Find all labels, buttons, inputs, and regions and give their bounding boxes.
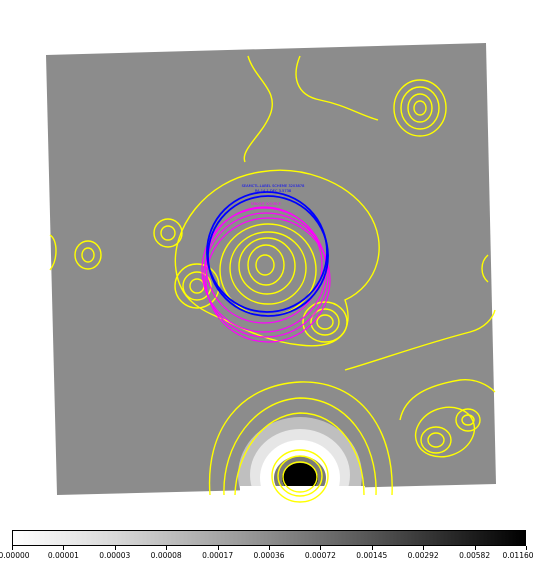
- contour-bright-1: [208, 381, 393, 496]
- colorbar-tick-mark: [166, 546, 168, 550]
- colorbar-tick-label: 0.00000: [0, 551, 30, 560]
- colorbar-tick-label: 0.00017: [202, 551, 234, 560]
- colorbar-tick-mark: [12, 546, 13, 550]
- colorbar-tick-label: 0.00001: [47, 551, 79, 560]
- colorbar-tick-label: 0.00582: [459, 551, 491, 560]
- contour-top-strand: [243, 55, 273, 163]
- contour-bright-3: [234, 412, 365, 496]
- blue-label-line2: RA 14.1 DEC 3.5738: [255, 189, 292, 193]
- colorbar-tick-mark: [114, 546, 116, 550]
- blue-label-line1: SEAMCTL-LABEL SCHEME 3203878: [242, 184, 305, 188]
- colorbar-tick-mark: [423, 546, 425, 550]
- blue-region-circles: [206, 191, 329, 317]
- colorbar-tick-mark: [371, 546, 373, 550]
- colorbar-tick-label: 0.00003: [99, 551, 131, 560]
- colorbar-tick-mark: [217, 546, 219, 550]
- contour-top-strand-2: [295, 55, 379, 121]
- contour-bright-2: [223, 397, 377, 496]
- colorbar-tick-label: 0.00292: [407, 551, 439, 560]
- colorbar: [12, 530, 526, 546]
- colorbar-tick-label: 0.00036: [253, 551, 285, 560]
- colorbar-tick-label: 0.00072: [304, 551, 336, 560]
- contour-right-lower: [399, 378, 496, 421]
- colorbar-tick-label: 0.01160: [502, 551, 534, 560]
- colorbar-tick-mark: [63, 546, 65, 550]
- colorbar-tick-mark: [269, 546, 270, 550]
- colorbar-tick-label: 0.00145: [356, 551, 388, 560]
- colorbar-tick-mark: [526, 546, 527, 550]
- colorbar-tick-mark: [474, 546, 476, 550]
- sky-image-panel: SEAMCTL-LABEL SCHEME 3203878 RA 14.1 DEC…: [46, 43, 496, 515]
- colorbar-tick-mark: [320, 546, 322, 550]
- magenta-label: BRIGHT SOURCE: [251, 202, 281, 206]
- colorbar-tick-label: 0.00008: [150, 551, 182, 560]
- contour-right-wide: [344, 309, 496, 371]
- sky-image: [46, 43, 496, 495]
